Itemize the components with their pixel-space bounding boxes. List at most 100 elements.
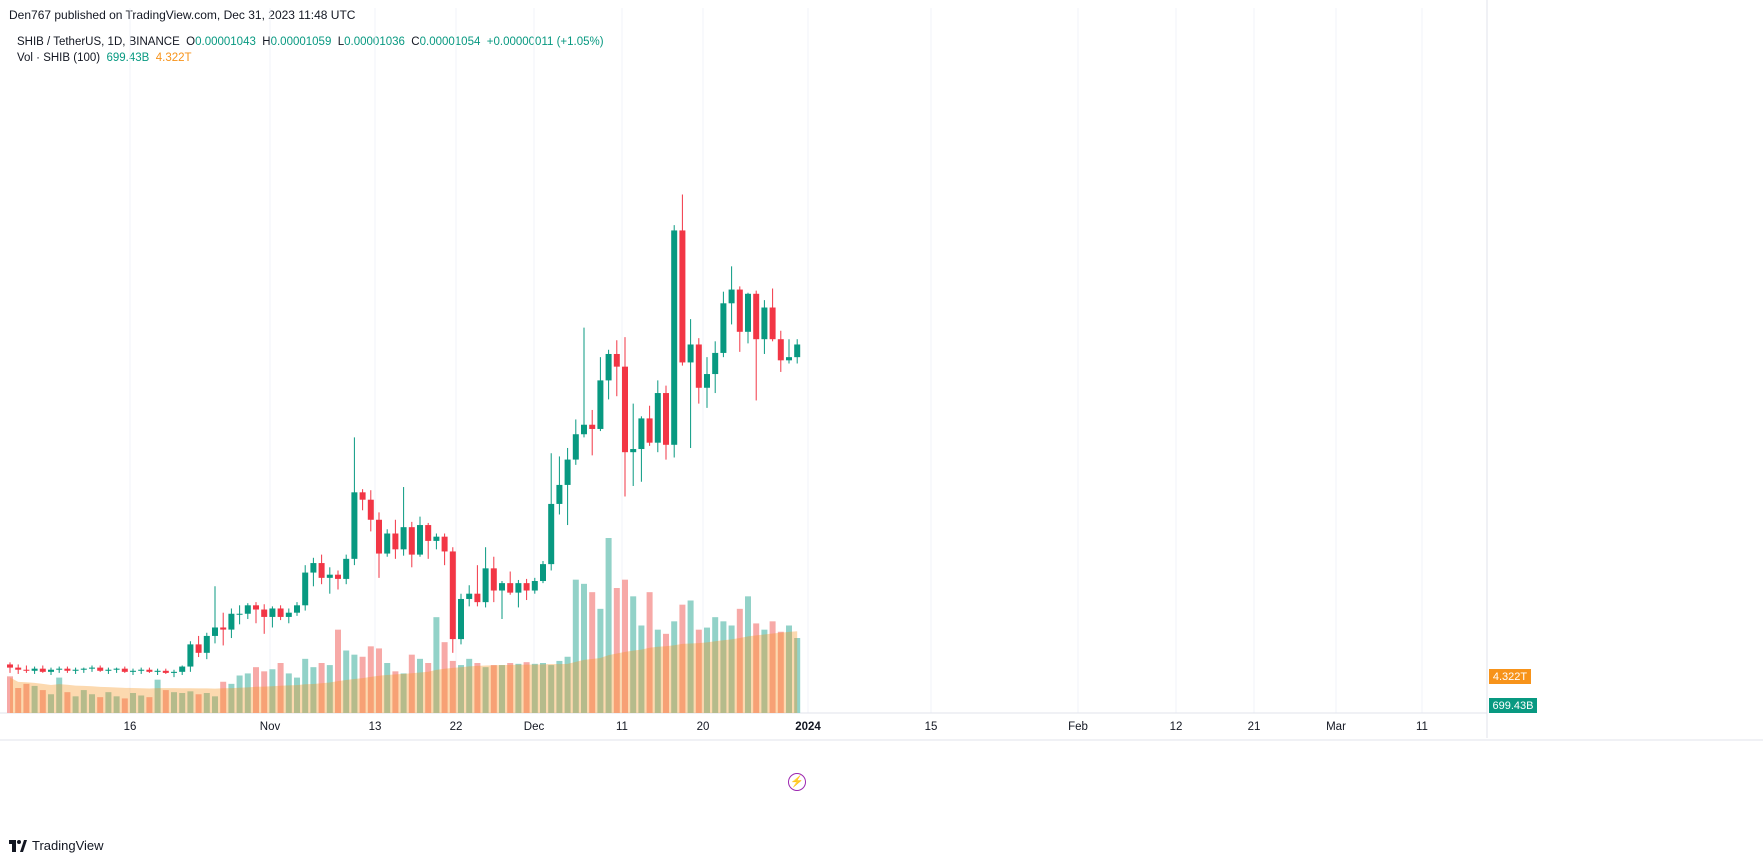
candle-body [97, 667, 104, 671]
candle-body [679, 230, 686, 363]
volume-bar [228, 683, 235, 713]
volume-bar [351, 654, 358, 713]
candle-body [654, 393, 661, 443]
volume-bar [39, 690, 46, 713]
volume-bar [589, 592, 596, 713]
candle-body [671, 230, 678, 445]
candle-body [589, 424, 596, 429]
lightning-icon[interactable]: ⚡ [788, 773, 806, 791]
time-tick-label: 13 [369, 721, 382, 733]
volume-bar [261, 671, 268, 713]
candle-body [466, 593, 473, 599]
volume-bar [15, 688, 22, 713]
candle-body [7, 664, 13, 668]
candle-body [294, 605, 300, 613]
volume-bar [671, 621, 678, 713]
candle-body [121, 668, 128, 672]
time-tick-label: 2024 [795, 721, 821, 733]
candle-body [777, 339, 784, 361]
time-tick-label: 11 [1416, 721, 1428, 733]
candle-body [318, 563, 325, 578]
volume-bar [704, 627, 710, 713]
brand-text: TradingView [32, 838, 104, 853]
open-value: 0.00001043 [195, 36, 256, 48]
volume-box [1489, 698, 1537, 713]
volume-bar [408, 654, 415, 713]
volume-bar [417, 658, 423, 713]
volume-bar [499, 665, 505, 713]
volume-label: 699.43B [1493, 700, 1534, 712]
candle-body [392, 533, 399, 550]
volume-bar [130, 693, 136, 713]
candle-body [154, 670, 161, 672]
volume-bar [302, 658, 309, 713]
candle-body [704, 374, 710, 388]
candle-body [359, 492, 366, 500]
volume-bar [663, 633, 669, 713]
candle-body [540, 564, 546, 582]
volume-bar [294, 677, 300, 713]
volume-bar [523, 662, 530, 713]
candle-body [523, 583, 530, 591]
candle-body [531, 581, 538, 591]
candle-body [597, 380, 604, 429]
candle-body [113, 668, 120, 670]
volume-bar [343, 650, 350, 713]
volume-bar [195, 694, 202, 713]
close-value: 0.00001054 [419, 36, 481, 48]
candle-body [728, 289, 735, 304]
candle-body [187, 644, 194, 667]
volume-bar [203, 693, 210, 713]
high-value: 0.00001059 [270, 36, 332, 48]
volume-bar [630, 596, 637, 713]
volume-bar [449, 660, 456, 713]
volume-bar [277, 663, 284, 713]
candle-body [564, 459, 571, 485]
candle-body [72, 669, 79, 671]
volume-bar [556, 660, 563, 713]
volume-bar [745, 596, 751, 713]
volume-bar [171, 692, 177, 713]
candle-body [646, 418, 653, 443]
time-tick-label: 20 [697, 721, 710, 733]
candle-body [343, 558, 350, 579]
candle-body [753, 293, 760, 340]
volume-bar [56, 677, 63, 713]
volume-bar [490, 665, 497, 713]
volume-bar [753, 623, 760, 713]
candle-body [687, 344, 694, 363]
tradingview-logo-icon [9, 839, 27, 852]
volume-label[interactable]: Vol · SHIB (100) [17, 52, 101, 64]
candle-body [326, 574, 333, 578]
volume-bar [285, 673, 292, 713]
candle-body [64, 668, 71, 671]
candle-body [15, 667, 22, 670]
candle-body [228, 613, 235, 630]
volume-bar [154, 679, 161, 713]
chart-legend: SHIB / TetherUS, 1D, BINANCE O0.00001043… [17, 34, 604, 66]
volume-bar [540, 663, 546, 713]
candle-body [507, 583, 514, 593]
volume-bar [187, 691, 194, 713]
volume-bar [786, 625, 792, 713]
volume-bar [482, 667, 489, 713]
candle-body [302, 572, 309, 606]
volume-bar [425, 663, 432, 713]
candle-body [376, 519, 382, 554]
volume-bar [162, 690, 169, 713]
volume-bar [433, 617, 440, 713]
volume-bar [310, 667, 317, 713]
volume-bar [97, 697, 104, 713]
candle-body [48, 669, 54, 672]
candle-body [605, 353, 612, 381]
volume-bar [146, 697, 153, 713]
tradingview-logo[interactable]: TradingView [9, 838, 104, 853]
candle-body [408, 527, 415, 555]
volume-bar [597, 608, 604, 713]
time-tick-label: Feb [1068, 721, 1088, 733]
volume-ma-value: 4.322T [155, 52, 192, 64]
symbol-label[interactable]: SHIB / TetherUS, 1D, BINANCE [17, 36, 180, 48]
time-tick-label: 15 [925, 721, 938, 733]
volume-value: 699.43B [106, 52, 150, 64]
